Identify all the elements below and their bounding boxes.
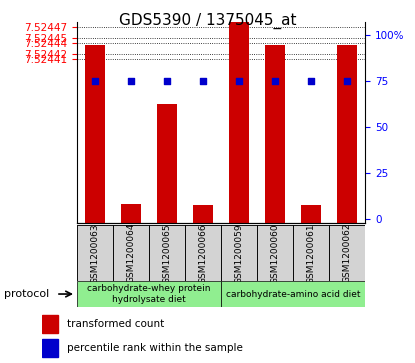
Bar [301,205,321,223]
Text: GSM1200065: GSM1200065 [162,223,171,284]
Point [164,78,170,83]
Bar [265,45,285,223]
Bar [193,205,213,223]
Text: GSM1200066: GSM1200066 [198,223,208,284]
Text: protocol: protocol [4,289,49,299]
Bar [229,0,249,223]
Text: percentile rank within the sample: percentile rank within the sample [67,343,243,353]
Bar [113,225,149,281]
Point [308,78,315,83]
Bar [221,225,257,281]
Point [272,78,278,83]
Bar [77,281,221,307]
Bar [185,225,221,281]
Text: GSM1200060: GSM1200060 [271,223,280,284]
Bar [157,104,177,223]
Point [91,78,98,83]
Text: GSM1200062: GSM1200062 [343,223,352,284]
Text: transformed count: transformed count [67,319,164,330]
Bar [121,204,141,223]
Text: GSM1200064: GSM1200064 [126,223,135,284]
Bar [85,45,105,223]
Bar [149,225,185,281]
Bar [293,225,329,281]
Bar [257,225,293,281]
Bar [42,339,58,357]
Text: GSM1200061: GSM1200061 [307,223,316,284]
Point [236,78,242,83]
Point [127,78,134,83]
Bar [77,225,113,281]
Text: carbohydrate-whey protein
hydrolysate diet: carbohydrate-whey protein hydrolysate di… [87,284,211,304]
Text: GSM1200063: GSM1200063 [90,223,99,284]
Text: GSM1200059: GSM1200059 [234,223,244,284]
Point [200,78,206,83]
Text: carbohydrate-amino acid diet: carbohydrate-amino acid diet [226,290,360,298]
Bar [221,281,365,307]
Point [344,78,351,83]
Bar [329,225,365,281]
Bar [42,315,58,333]
Bar [337,45,357,223]
Text: GDS5390 / 1375045_at: GDS5390 / 1375045_at [119,13,296,29]
